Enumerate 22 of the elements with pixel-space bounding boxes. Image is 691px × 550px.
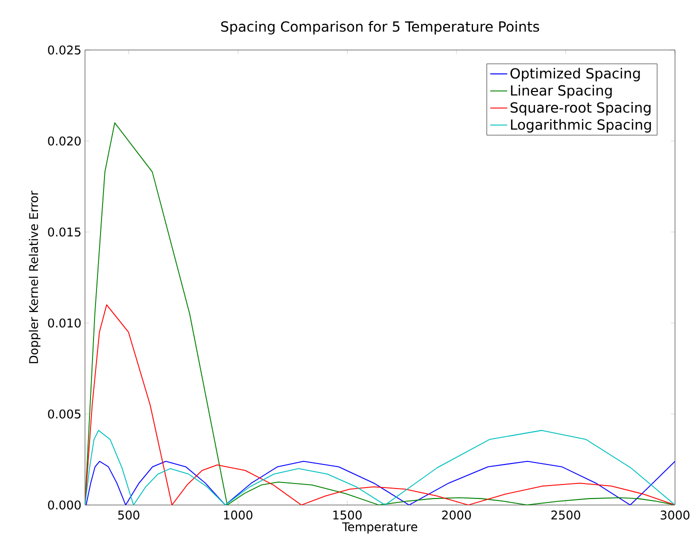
y-tick-label: 0.015	[48, 227, 80, 237]
y-tick-label: 0.020	[48, 136, 81, 146]
legend-label: Optimized Spacing	[510, 68, 640, 82]
line-series	[85, 430, 676, 505]
line-series	[85, 304, 676, 505]
legend-label: Square-root Spacing	[510, 102, 650, 116]
legend-label: Logarithmic Spacing	[511, 119, 651, 133]
y-tick-label: 0.010	[48, 318, 81, 328]
x-tick-label: 1500	[333, 510, 362, 520]
x-tick-label: 2500	[551, 510, 580, 520]
y-axis-title: Doppler Kernel Relative Error	[28, 190, 40, 364]
x-tick-label: 1000	[224, 510, 252, 520]
x-axis-title: Temperature	[342, 522, 418, 534]
line-series	[86, 460, 676, 505]
x-tick-label: 500	[118, 510, 140, 520]
x-tick-label: 3000	[660, 510, 690, 520]
x-tick-label: 2000	[442, 510, 471, 520]
legend-label: Linear Spacing	[511, 84, 612, 98]
y-tick-label: 0.025	[48, 45, 80, 55]
chart-title: Spacing Comparison for 5 Temperature Points	[221, 21, 540, 35]
y-tick-label: 0.005	[48, 409, 80, 419]
y-tick-label: 0.000	[48, 500, 81, 510]
